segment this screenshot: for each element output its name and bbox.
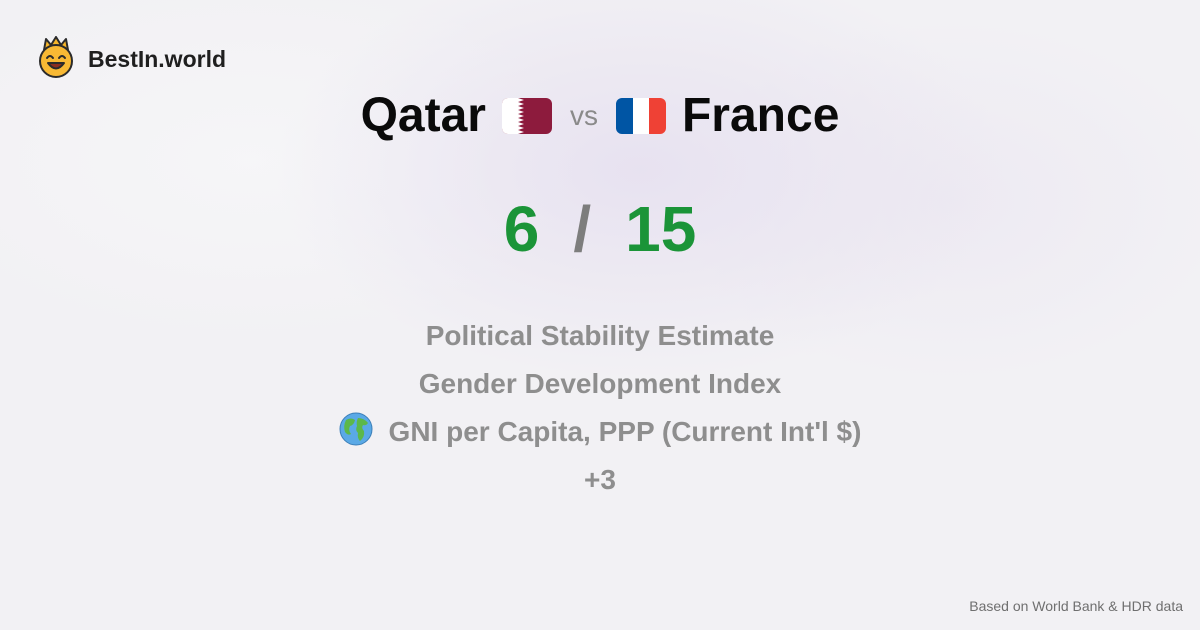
brand-link[interactable]: BestIn.world <box>38 36 226 83</box>
globe-icon <box>339 412 373 453</box>
metrics-list: Political Stability Estimate Gender Deve… <box>0 312 1200 504</box>
metric-label: Political Stability Estimate <box>425 320 775 351</box>
data-source-note: Based on World Bank & HDR data <box>969 598 1183 614</box>
more-metrics-count: +3 <box>584 456 616 504</box>
country-b-name: France <box>681 89 840 142</box>
vs-label: vs <box>569 99 598 131</box>
comparison-title: Qatar vs France <box>0 88 1200 143</box>
score-separator: / <box>573 193 592 265</box>
qatar-flag-icon <box>501 97 552 134</box>
metric-item: Gender Development Index <box>419 360 782 408</box>
score-a: 6 <box>503 193 540 265</box>
score: 6 / 15 <box>0 192 1200 266</box>
crowned-smiley-icon <box>38 36 74 83</box>
metric-item: Political Stability Estimate <box>426 312 775 360</box>
metric-label: GNI per Capita, PPP (Current Int'l $) <box>388 416 862 447</box>
metric-label: Gender Development Index <box>418 368 782 399</box>
score-b: 15 <box>625 193 697 265</box>
country-a-name: Qatar <box>360 89 486 142</box>
france-flag-icon <box>615 97 666 134</box>
brand-name: BestIn.world <box>88 46 227 72</box>
metric-item: GNI per Capita, PPP (Current Int'l $) <box>339 408 862 456</box>
metric-label: +3 <box>584 464 616 495</box>
